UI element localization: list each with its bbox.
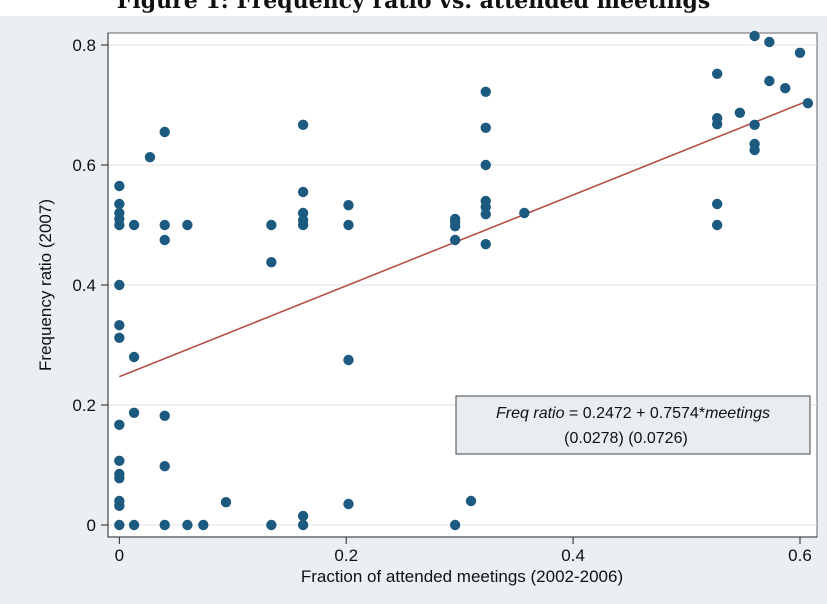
y-axis-title: Frequency ratio (2007) bbox=[36, 199, 55, 371]
data-point bbox=[449, 221, 461, 232]
data-point bbox=[764, 75, 775, 87]
data-point bbox=[114, 419, 125, 430]
x-tick-label: 0 bbox=[115, 546, 124, 565]
data-point bbox=[159, 219, 170, 231]
fit-line-group bbox=[119, 100, 809, 378]
data-point bbox=[114, 198, 125, 210]
data-point bbox=[465, 495, 477, 507]
data-point bbox=[711, 219, 723, 231]
axes: 0 0.2 0.4 0.6 0.8 0 0.2 0.4 0.6 bbox=[72, 33, 817, 565]
data-point bbox=[114, 279, 125, 291]
data-point bbox=[480, 239, 491, 250]
data-point bbox=[159, 410, 170, 421]
data-points bbox=[114, 30, 814, 531]
data-point bbox=[711, 119, 723, 130]
data-point bbox=[449, 519, 461, 531]
data-point bbox=[734, 107, 746, 119]
y-tick-label: 0.8 bbox=[72, 36, 96, 55]
figure-caption: Figure 1: Frequency ratio vs. attended m… bbox=[0, 0, 827, 16]
data-point bbox=[182, 219, 193, 231]
data-point bbox=[749, 30, 760, 42]
data-point bbox=[159, 126, 170, 138]
data-point bbox=[343, 219, 354, 231]
data-point bbox=[802, 98, 814, 109]
data-point bbox=[198, 519, 209, 531]
data-point bbox=[128, 407, 140, 418]
equation-line-2: (0.0278) (0.0726) bbox=[564, 430, 688, 447]
data-point bbox=[266, 257, 277, 268]
gridlines bbox=[108, 44, 817, 526]
data-point bbox=[343, 354, 354, 366]
data-point bbox=[449, 234, 461, 246]
y-tick-label: 0 bbox=[87, 516, 96, 535]
data-point bbox=[780, 83, 791, 94]
equation-box-frame bbox=[455, 395, 811, 455]
data-point bbox=[519, 207, 530, 219]
data-point bbox=[297, 510, 309, 522]
x-tick-label: 0.2 bbox=[334, 546, 358, 565]
data-point bbox=[114, 500, 125, 511]
data-point bbox=[343, 200, 354, 211]
data-point bbox=[297, 219, 309, 231]
data-point bbox=[114, 519, 125, 531]
data-point bbox=[480, 122, 491, 133]
data-point bbox=[794, 47, 806, 58]
data-point bbox=[711, 68, 723, 80]
data-point bbox=[266, 519, 277, 531]
data-point bbox=[711, 198, 723, 210]
equation-line-1: Freq ratio = 0.2472 + 0.7574*meetings bbox=[496, 405, 770, 422]
data-point bbox=[159, 519, 170, 531]
data-point bbox=[480, 86, 491, 98]
data-point bbox=[128, 351, 140, 363]
data-point bbox=[480, 201, 491, 213]
data-point bbox=[220, 497, 232, 508]
x-axis-title: Fraction of attended meetings (2002-2006… bbox=[301, 567, 623, 586]
data-point bbox=[297, 119, 309, 130]
data-point bbox=[144, 152, 156, 163]
equation-coeffs: = 0.2472 + 0.7574* bbox=[564, 405, 705, 422]
data-point bbox=[114, 320, 125, 331]
data-point bbox=[159, 461, 170, 472]
data-point bbox=[480, 159, 491, 171]
x-tick-label: 0.6 bbox=[788, 546, 812, 565]
data-point bbox=[114, 455, 125, 466]
y-tick-label: 0.6 bbox=[72, 156, 96, 175]
data-point bbox=[159, 234, 170, 246]
data-point bbox=[343, 498, 354, 510]
equation-lhs: Freq ratio bbox=[496, 405, 565, 422]
data-point bbox=[764, 36, 775, 48]
data-point bbox=[114, 332, 125, 343]
data-point bbox=[128, 219, 140, 231]
equation-box: Freq ratio = 0.2472 + 0.7574*meetings (0… bbox=[455, 395, 811, 455]
data-point bbox=[182, 519, 193, 531]
data-point bbox=[128, 519, 140, 531]
data-point bbox=[297, 519, 309, 531]
y-tick-label: 0.2 bbox=[72, 396, 96, 415]
y-tick-label: 0.4 bbox=[72, 276, 96, 295]
data-point bbox=[114, 219, 125, 231]
equation-variable: meetings bbox=[705, 405, 770, 422]
data-point bbox=[749, 119, 760, 130]
data-point bbox=[114, 180, 125, 192]
data-point bbox=[297, 207, 309, 219]
data-point bbox=[266, 219, 277, 231]
data-point bbox=[480, 209, 491, 220]
fit-line bbox=[119, 100, 809, 378]
x-tick-label: 0.4 bbox=[561, 546, 585, 565]
data-point bbox=[297, 186, 309, 198]
data-point bbox=[114, 473, 125, 484]
data-point bbox=[749, 144, 760, 156]
